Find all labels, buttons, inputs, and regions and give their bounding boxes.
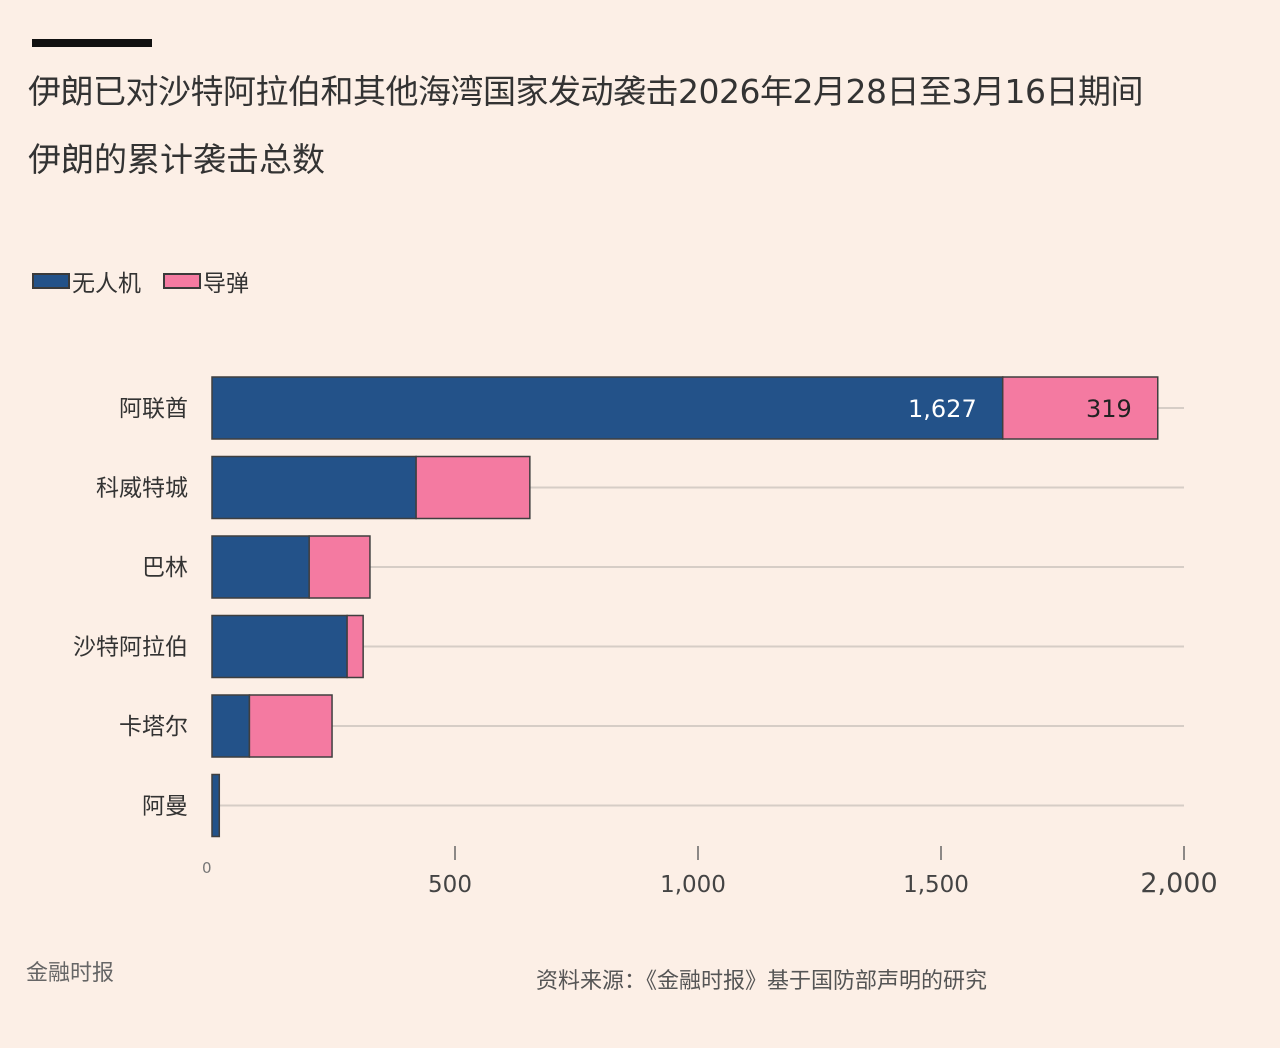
bar-missile-1	[415, 455, 531, 520]
x-tick-label-4: 2,000	[1140, 868, 1217, 899]
legend-item-drone: 无人机	[32, 264, 141, 298]
category-label-2: 巴林	[142, 555, 188, 581]
top-rule	[32, 39, 152, 47]
legend-swatch-drone	[32, 273, 70, 289]
legend-label-missile: 导弹	[203, 271, 249, 297]
bar-drone-0	[211, 376, 1004, 440]
category-label-0: 阿联酋	[119, 396, 188, 422]
bar-missile-2	[308, 535, 371, 599]
bar-drone-5	[211, 773, 221, 838]
data-label-0: 1,627	[908, 395, 977, 423]
chart-subtitle: 伊朗的累计袭击总数	[28, 140, 325, 179]
bar-missile-4	[248, 694, 333, 758]
publisher-label: 金融时报	[26, 961, 115, 986]
bar-drone-1	[211, 455, 417, 520]
legend-swatch-missile	[163, 273, 201, 289]
legend-label-drone: 无人机	[72, 271, 141, 297]
bar-missile-0	[1001, 376, 1159, 440]
category-label-5: 阿曼	[142, 794, 188, 820]
bar-missile-3	[346, 614, 364, 679]
category-label-1: 科威特城	[96, 476, 188, 502]
x-tick-label-0: 0	[202, 859, 212, 877]
legend-item-missile: 导弹	[163, 264, 249, 298]
x-tick-label-1: 500	[428, 872, 472, 898]
bar-drone-2	[211, 535, 310, 599]
source-note: 资料来源：《金融时报》基于国防部声明的研究	[536, 969, 988, 994]
bar-drone-4	[211, 694, 251, 758]
data-label-1: 319	[1086, 395, 1132, 423]
legend: 无人机 导弹	[32, 264, 271, 298]
x-tick-label-3: 1,500	[903, 872, 969, 898]
x-tick-label-2: 1,000	[660, 872, 726, 898]
bar-drone-3	[211, 614, 348, 679]
chart-title: 伊朗已对沙特阿拉伯和其他海湾国家发动袭击2026年2月28日至3月16日期间	[28, 72, 1143, 111]
category-label-4: 卡塔尔	[119, 714, 188, 740]
category-label-3: 沙特阿拉伯	[73, 635, 188, 661]
